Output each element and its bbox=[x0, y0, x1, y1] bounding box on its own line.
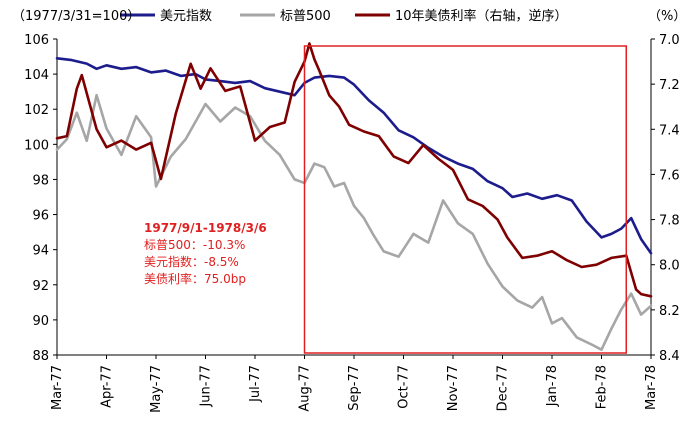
y-right-tick-label: 7.2 bbox=[659, 78, 680, 93]
legend: 美元指数 标普500 10年美债利率（右轴，逆序） bbox=[120, 8, 568, 24]
annotation: 1977/9/1-1978/3/6 标普500：-10.3% 美元指数：-8.5% 美… bbox=[144, 221, 267, 286]
y-left-axis-label: （1977/3/31=100） bbox=[12, 9, 140, 24]
y-right-tick-label: 8.4 bbox=[659, 349, 680, 364]
y-left-tick-label: 102 bbox=[24, 103, 49, 118]
legend-label-1: 标普500 bbox=[280, 9, 331, 24]
annotation-title: 1977/9/1-1978/3/6 bbox=[144, 221, 267, 235]
x-tick-label: Feb-78 bbox=[595, 365, 610, 409]
y-left-tick-label: 90 bbox=[32, 314, 49, 329]
y-left-tick-label: 98 bbox=[32, 173, 49, 188]
y-right-tick-label: 8.0 bbox=[659, 259, 680, 274]
y-left-tick-label: 106 bbox=[24, 33, 49, 48]
series-line-1 bbox=[55, 93, 653, 352]
x-tick-label: Jul-77 bbox=[248, 365, 263, 403]
axes: 88 90 92 94 96 98 100 102 104 106 7.0 7.2 7.4 7.6 7.8 8… bbox=[24, 33, 680, 413]
y-right-tick-label: 7.8 bbox=[659, 214, 680, 229]
x-tick-label: Dec-77 bbox=[496, 365, 511, 411]
series-layer bbox=[55, 42, 653, 352]
y-left-tick-label: 104 bbox=[24, 68, 49, 83]
y-right-tick-label: 7.6 bbox=[659, 168, 680, 183]
x-tick-label: Jun-77 bbox=[199, 365, 214, 408]
x-tick-label: Nov-77 bbox=[446, 365, 461, 411]
series-line-0 bbox=[55, 56, 653, 255]
series-line-2 bbox=[55, 42, 653, 298]
x-tick-label: Oct-77 bbox=[397, 365, 412, 409]
legend-label-2: 10年美债利率（右轴，逆序） bbox=[395, 8, 568, 24]
x-tick-label: Mar-78 bbox=[644, 365, 659, 410]
y-left-tick-label: 88 bbox=[32, 349, 49, 364]
y-right-axis-label: （%） bbox=[648, 9, 686, 24]
highlight-layer bbox=[303, 45, 627, 354]
y-left-tick-label: 92 bbox=[32, 279, 49, 294]
y-left-tick-label: 96 bbox=[32, 209, 49, 224]
annotation-line: 美债利率：75.0bp bbox=[144, 271, 246, 286]
x-tick-label: Sep-77 bbox=[347, 365, 362, 411]
x-tick-label: Apr-77 bbox=[100, 365, 115, 408]
annotation-line: 标普500：-10.3% bbox=[144, 238, 245, 252]
y-right-tick-label: 7.4 bbox=[659, 123, 680, 138]
y-right-tick-label: 7.0 bbox=[659, 33, 680, 48]
y-left-tick-label: 94 bbox=[32, 244, 49, 259]
legend-label-0: 美元指数 bbox=[160, 9, 212, 24]
annotation-line: 美元指数：-8.5% bbox=[144, 254, 239, 269]
y-left-tick-label: 100 bbox=[24, 138, 49, 153]
x-tick-label: May-77 bbox=[149, 365, 164, 413]
y-right-tick-label: 8.2 bbox=[659, 304, 680, 319]
x-tick-label: Mar-77 bbox=[50, 365, 65, 410]
x-tick-label: Jan-78 bbox=[545, 365, 560, 407]
highlight-box bbox=[303, 45, 627, 354]
x-tick-label: Aug-77 bbox=[298, 365, 313, 412]
